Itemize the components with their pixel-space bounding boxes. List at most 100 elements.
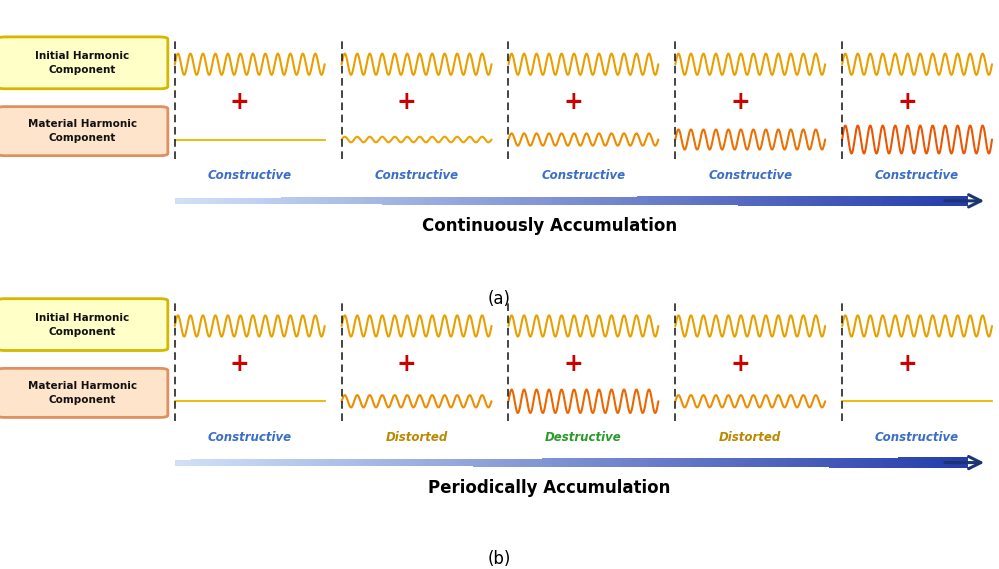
Bar [425, 459, 431, 467]
Bar [436, 459, 442, 467]
Bar [946, 457, 952, 468]
Bar [685, 196, 691, 205]
Bar [276, 459, 282, 466]
Bar [818, 457, 824, 468]
Bar [802, 458, 808, 467]
Bar [674, 458, 680, 467]
Bar [557, 197, 563, 205]
Bar [409, 197, 415, 205]
Bar [563, 459, 568, 467]
Bar [404, 197, 410, 205]
Bar [308, 197, 314, 204]
Bar [743, 196, 749, 205]
Bar [457, 197, 463, 205]
Bar [568, 197, 574, 205]
Bar [935, 457, 941, 468]
Bar [175, 198, 181, 204]
Bar [946, 196, 952, 206]
Bar [877, 457, 882, 468]
Bar [292, 197, 298, 204]
Bar [765, 196, 771, 205]
Bar [452, 197, 458, 205]
Text: +: + [563, 90, 583, 114]
Bar [781, 458, 787, 467]
Text: Constructive: Constructive [375, 169, 459, 182]
Bar [255, 197, 261, 204]
Bar [845, 196, 850, 206]
Text: Initial Harmonic
Component: Initial Harmonic Component [35, 312, 130, 337]
Bar [648, 196, 653, 205]
Bar [749, 196, 755, 205]
Bar [468, 459, 474, 467]
Bar [399, 459, 404, 466]
Bar [500, 459, 504, 467]
Bar [520, 197, 526, 205]
Bar [504, 459, 510, 467]
Bar [940, 457, 946, 468]
Bar [834, 457, 840, 468]
Text: +: + [897, 352, 917, 376]
Bar [255, 459, 261, 466]
FancyBboxPatch shape [0, 299, 168, 351]
Bar [520, 459, 526, 467]
Bar [956, 457, 962, 468]
Bar [829, 457, 834, 468]
Bar [186, 460, 191, 465]
Bar [871, 457, 877, 468]
Bar [845, 457, 850, 468]
Bar [207, 197, 213, 204]
Bar [866, 196, 872, 206]
Bar [653, 196, 659, 205]
Bar [509, 197, 515, 205]
Bar [892, 196, 898, 206]
Bar [265, 197, 271, 204]
Bar [605, 196, 611, 205]
Bar [552, 459, 558, 467]
Bar [319, 197, 325, 204]
Bar [218, 197, 223, 204]
Bar [738, 458, 744, 467]
Text: +: + [897, 90, 917, 114]
Bar [228, 197, 234, 204]
Bar [557, 459, 563, 467]
Bar [871, 196, 877, 206]
Bar [191, 460, 197, 465]
Bar [457, 459, 463, 467]
Bar [573, 459, 579, 467]
Bar [674, 196, 680, 205]
Bar [701, 458, 707, 467]
Bar [489, 459, 495, 467]
Text: Periodically Accumulation: Periodically Accumulation [429, 479, 670, 497]
Bar [180, 460, 186, 465]
Bar [578, 197, 584, 205]
Bar [218, 459, 223, 466]
Bar [621, 458, 627, 467]
Bar [887, 457, 893, 468]
Bar [898, 457, 904, 468]
Bar [356, 459, 362, 466]
Bar [770, 458, 776, 467]
Bar [818, 196, 824, 206]
Bar [839, 457, 845, 468]
Bar [420, 197, 426, 205]
Bar [468, 197, 474, 205]
Bar [813, 196, 818, 206]
Bar [541, 197, 547, 205]
Bar [324, 459, 330, 466]
Bar [393, 197, 399, 204]
Text: Constructive: Constructive [875, 169, 959, 182]
Bar [823, 457, 829, 468]
Bar [319, 459, 325, 466]
Bar [250, 197, 255, 204]
Bar [749, 458, 755, 467]
Bar [351, 459, 356, 466]
Bar [855, 457, 861, 468]
Bar [642, 196, 648, 205]
FancyBboxPatch shape [0, 368, 168, 418]
Bar [642, 458, 648, 467]
Bar [690, 458, 696, 467]
Bar [250, 459, 255, 466]
Bar [813, 457, 818, 468]
Text: (a): (a) [488, 290, 511, 308]
Bar [377, 459, 383, 466]
